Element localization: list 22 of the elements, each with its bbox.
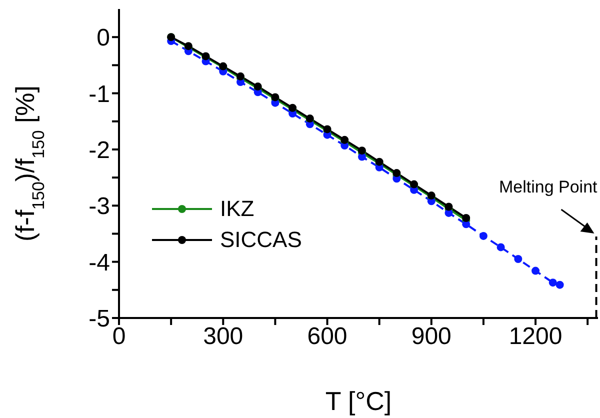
y-tick-label: -1	[88, 80, 110, 108]
legend-label: IKZ	[220, 196, 254, 222]
x-tick-label: 1200	[508, 323, 562, 350]
point	[462, 214, 470, 222]
x-tick-label: 900	[411, 323, 452, 350]
point	[444, 202, 453, 211]
point	[548, 278, 557, 287]
y-tick-label: -3	[88, 193, 110, 220]
point	[556, 280, 564, 289]
point	[532, 266, 540, 275]
x-tick-label: 600	[307, 323, 348, 350]
point	[479, 232, 488, 240]
annotation: Melting Point	[498, 178, 598, 197]
x-axis-title: T [°C]	[325, 386, 392, 416]
y-tick-label: -4	[88, 249, 110, 276]
y-tick-label: -2	[88, 136, 110, 164]
x-tick-label: 300	[203, 323, 244, 350]
y-tick-label: 0	[96, 24, 110, 52]
point	[514, 255, 522, 264]
y-tick-label: -5	[88, 306, 110, 333]
legend-label: SICCAS	[220, 226, 302, 252]
point	[496, 243, 505, 252]
